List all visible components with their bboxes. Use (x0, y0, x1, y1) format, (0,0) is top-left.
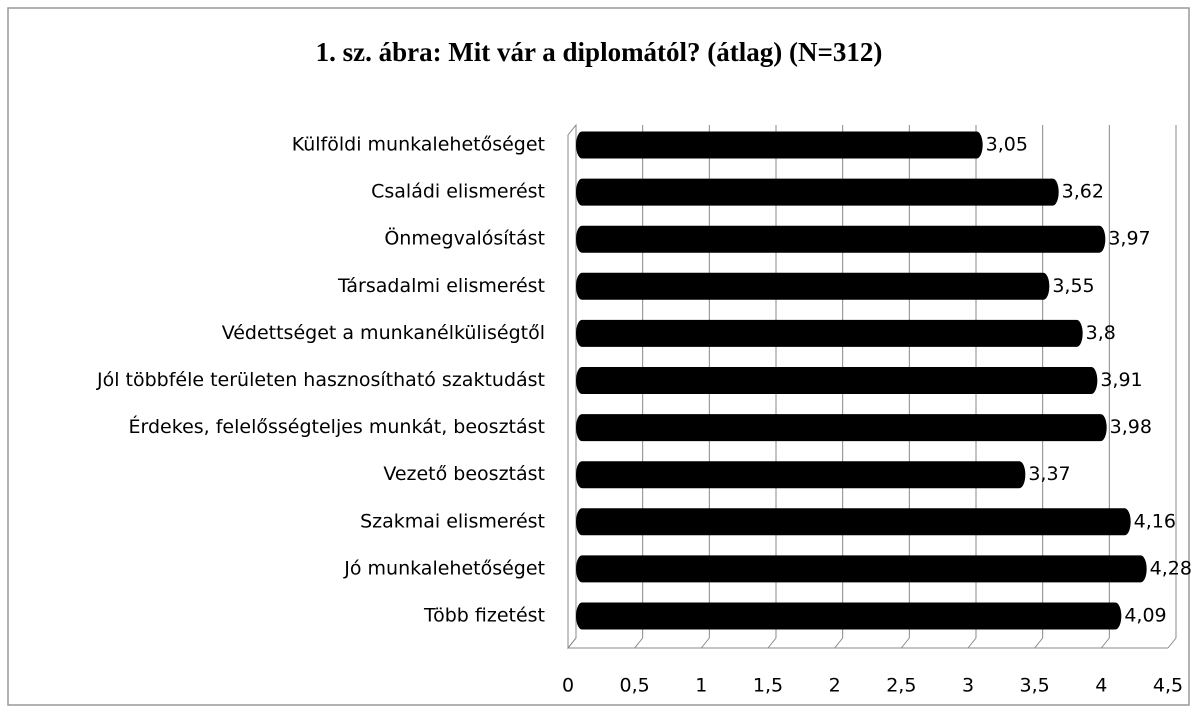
value-label: 4,28 (1150, 557, 1192, 579)
y-tick-label: Társadalmi elismerést (337, 275, 545, 297)
value-label: 3,97 (1108, 228, 1150, 250)
value-label: 3,55 (1052, 275, 1094, 297)
x-tick-label: 3,5 (1020, 675, 1050, 697)
value-label: 3,91 (1100, 369, 1142, 391)
y-tick-label: Védettséget a munkanélküliségtől (222, 322, 545, 344)
chart-title: 1. sz. ábra: Mit vár a diplomától? (átla… (316, 37, 883, 67)
x-tick-label: 2 (829, 675, 841, 697)
grid-floor (1167, 637, 1177, 649)
grid-floor (700, 637, 710, 649)
x-tick-label: 1 (695, 675, 707, 697)
x-tick-label: 4,5 (1153, 675, 1183, 697)
x-tick-label: 0 (562, 675, 574, 697)
bar (576, 225, 1106, 253)
bar (576, 319, 1083, 347)
chart-frame (7, 7, 1190, 706)
value-label: 3,8 (1086, 322, 1116, 344)
grid-floor (1100, 637, 1110, 649)
y-tick-label: Vezető beosztást (383, 463, 545, 485)
grid-floor (767, 637, 777, 649)
bar (576, 555, 1147, 583)
y-tick-label: Önmegvalósítást (384, 227, 545, 250)
value-label: 3,98 (1110, 416, 1152, 438)
x-tick-label: 1,5 (753, 675, 783, 697)
y-tick-label: Külföldi munkalehetőséget (292, 134, 545, 156)
bar (576, 461, 1026, 489)
grid-floor (834, 637, 844, 649)
x-tick-label: 2,5 (886, 675, 916, 697)
y-tick-label: Érdekes, felelősségteljes munkát, beoszt… (129, 415, 545, 438)
grid-floor (634, 637, 644, 649)
y-tick-label: Szakmai elismerést (360, 510, 545, 532)
y-tick-label: Jól többféle területen hasznosítható sza… (96, 369, 545, 391)
bar (576, 414, 1107, 442)
value-label: 3,62 (1062, 181, 1104, 203)
value-label: 3,05 (986, 134, 1028, 156)
value-label: 4,16 (1134, 510, 1176, 532)
bar (576, 131, 983, 159)
bar (576, 272, 1050, 300)
grid-floor (900, 637, 910, 649)
y-tick-label: Családi elismerést (371, 181, 545, 203)
plot (576, 131, 1147, 630)
x-tick-label: 0,5 (620, 675, 650, 697)
y-tick-label: Jó munkalehetőséget (343, 557, 545, 579)
y-tick-label: Több fizetést (423, 605, 545, 627)
grid-floor (967, 637, 977, 649)
value-label: 3,37 (1028, 463, 1070, 485)
grid-floor (1034, 637, 1044, 649)
x-tick-label: 4 (1095, 675, 1107, 697)
bar (576, 602, 1122, 630)
bar (576, 178, 1059, 206)
x-tick-label: 3 (962, 675, 974, 697)
bar (576, 367, 1098, 394)
grid-floor (567, 637, 577, 649)
bar (576, 508, 1131, 536)
value-label: 4,09 (1124, 605, 1166, 627)
